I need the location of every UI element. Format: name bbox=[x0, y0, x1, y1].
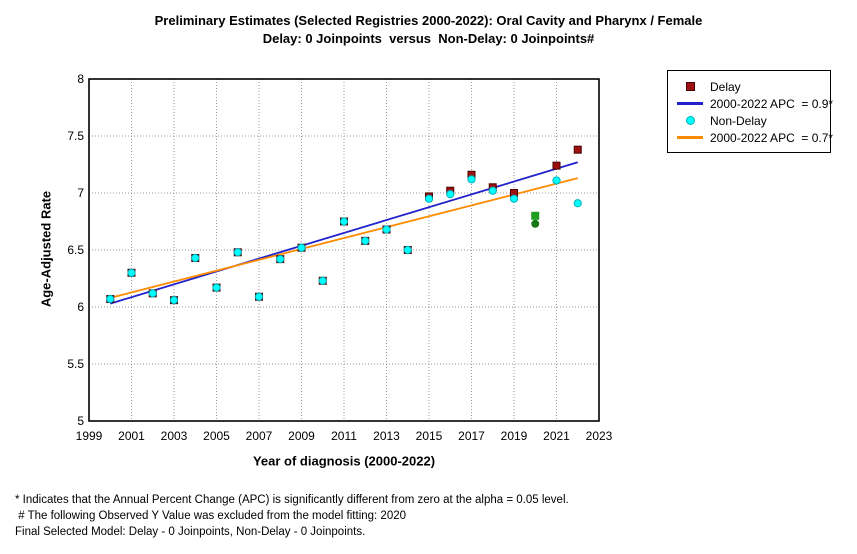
y-tick-label: 7.5 bbox=[67, 129, 84, 143]
nondelay-point bbox=[339, 217, 349, 226]
legend-box: Delay 2000-2022 APC = 0.9* Non-Delay 200… bbox=[667, 70, 833, 153]
nondelay-point bbox=[254, 292, 264, 301]
nondelay-point bbox=[573, 199, 582, 208]
delay-trend-line bbox=[109, 161, 579, 305]
x-axis-label: Year of diagnosis (2000-2022) bbox=[252, 453, 436, 469]
x-tick-label: 2005 bbox=[203, 429, 230, 443]
nondelay-point bbox=[233, 248, 242, 257]
nondelay-point bbox=[467, 175, 476, 184]
x-tick-label: 2001 bbox=[118, 429, 145, 443]
x-tick-label: 2003 bbox=[161, 429, 188, 443]
chart-subtitle: Delay: 0 Joinpoints versus Non-Delay: 0 … bbox=[262, 31, 595, 46]
nondelay-point bbox=[297, 243, 306, 252]
footnote-excluded-year: # The following Observed Y Value was exc… bbox=[15, 510, 407, 522]
nondelay-point bbox=[382, 225, 391, 234]
legend-row-delay-apc: 2000-2022 APC = 0.9* bbox=[676, 95, 833, 112]
nondelay-point bbox=[106, 294, 115, 304]
x-tick-label: 2017 bbox=[458, 429, 485, 443]
nondelay-excluded-2020-point bbox=[531, 219, 540, 228]
nondelay-point bbox=[212, 283, 221, 292]
y-tick-label: 6.5 bbox=[67, 243, 84, 257]
nondelay-point bbox=[488, 186, 497, 195]
nondelay-marker-icon bbox=[685, 116, 695, 125]
legend-label-delay: Delay bbox=[710, 79, 741, 94]
nondelay-point bbox=[276, 255, 285, 264]
y-tick-label: 5 bbox=[77, 414, 84, 428]
x-tick-label: 2007 bbox=[246, 429, 273, 443]
nondelay-point bbox=[509, 194, 519, 203]
y-tick-label: 6 bbox=[77, 300, 84, 314]
y-tick-label: 8 bbox=[77, 72, 84, 86]
nondelay-point bbox=[127, 268, 136, 277]
delay-point bbox=[552, 161, 561, 170]
legend-row-delay: Delay bbox=[676, 78, 822, 95]
nondelay-point bbox=[552, 176, 561, 185]
nondelay-point bbox=[148, 289, 157, 298]
x-tick-label: 2021 bbox=[543, 429, 570, 443]
x-tick-label: 2019 bbox=[501, 429, 528, 443]
nondelay-point bbox=[424, 194, 434, 203]
delay-trendline-icon bbox=[677, 102, 703, 105]
x-tick-label: 2023 bbox=[586, 429, 613, 443]
legend-label-nondelay-apc: 2000-2022 APC = 0.7* bbox=[710, 130, 834, 145]
x-tick-label: 2013 bbox=[373, 429, 400, 443]
legend-row-nondelay-apc: 2000-2022 APC = 0.7* bbox=[676, 129, 833, 146]
nondelay-trend-line bbox=[110, 177, 578, 299]
y-tick-label: 7 bbox=[77, 186, 84, 200]
nondelay-point bbox=[318, 276, 327, 285]
x-tick-label: 1999 bbox=[76, 429, 103, 443]
nondelay-point bbox=[191, 253, 200, 263]
y-axis-label: Age-Adjusted Rate bbox=[38, 190, 54, 308]
delay-excluded-2020-point bbox=[531, 211, 540, 220]
delay-point bbox=[573, 145, 582, 154]
legend-label-nondelay: Non-Delay bbox=[710, 113, 767, 128]
footnote-apc-significance: * Indicates that the Annual Percent Chan… bbox=[15, 494, 569, 506]
x-tick-label: 2015 bbox=[416, 429, 443, 443]
y-tick-label: 5.5 bbox=[67, 357, 84, 371]
nondelay-point bbox=[169, 296, 179, 305]
x-tick-label: 2009 bbox=[288, 429, 315, 443]
legend-row-nondelay: Non-Delay bbox=[676, 112, 822, 129]
footnote-final-model: Final Selected Model: Delay - 0 Joinpoin… bbox=[15, 526, 366, 538]
nondelay-point bbox=[403, 245, 412, 255]
nondelay-point bbox=[361, 236, 370, 245]
legend-label-delay-apc: 2000-2022 APC = 0.9* bbox=[710, 96, 834, 111]
chart-title: Preliminary Estimates (Selected Registri… bbox=[154, 13, 703, 28]
plot-frame bbox=[88, 78, 600, 422]
nondelay-point bbox=[446, 190, 455, 199]
delay-marker-icon bbox=[685, 82, 695, 91]
nondelay-trendline-icon bbox=[677, 136, 703, 139]
x-tick-label: 2011 bbox=[331, 429, 357, 443]
footnotes: * Indicates that the Annual Percent Chan… bbox=[15, 492, 569, 540]
